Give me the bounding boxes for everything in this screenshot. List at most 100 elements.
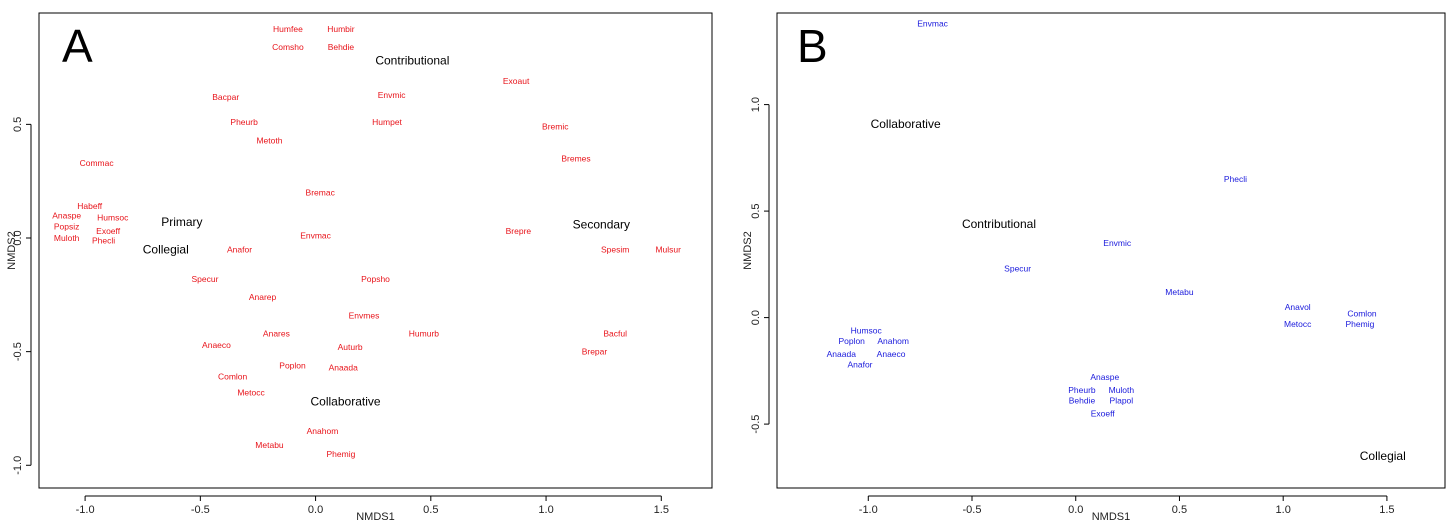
panel-b-point-muloth: Muloth	[1109, 385, 1135, 395]
panel-a-point-metabu: Metabu	[255, 440, 284, 450]
panel-a-point-exoaut: Exoaut	[503, 76, 530, 86]
panel-a-point-mulsur: Mulsur	[655, 244, 681, 254]
panel-a-point-bacpar: Bacpar	[212, 92, 239, 102]
panel-a-point-commac: Commac	[80, 158, 115, 168]
panel-a-y-axis-title: NMDS2	[6, 231, 18, 270]
panel-b-point-pheurb: Pheurb	[1068, 385, 1096, 395]
panel-a-point-phecli: Phecli	[92, 235, 115, 245]
panel-a-y-tick-label: 0.5	[12, 117, 24, 132]
panel-b-point-anafor: Anafor	[847, 359, 872, 369]
panel-a-y-tick-label: -0.5	[12, 342, 24, 361]
panel-b-y-axis: -0.5 0.0 0.5 1.0	[750, 97, 770, 434]
panel-a-group-primary: Primary	[161, 215, 202, 229]
panel-b-point-phemig: Phemig	[1346, 319, 1375, 329]
panel-a-point-humurb: Humurb	[409, 328, 440, 338]
panel-b-panel-letter: B	[797, 20, 828, 72]
panel-a-point-envmes: Envmes	[349, 310, 380, 320]
panel-b-x-axis-title: NMDS1	[1092, 511, 1131, 523]
panel-a-point-bremac: Bremac	[306, 188, 336, 198]
panel-a-point-habeff: Habeff	[77, 201, 103, 211]
panel-a-point-pheurb: Pheurb	[230, 117, 258, 127]
panel-a-x-tick-label: 0.5	[423, 504, 438, 516]
panel-b-point-poplon: Poplon	[838, 336, 865, 346]
panel-a-point-anahom: Anahom	[307, 426, 339, 436]
panel-a-group-contributional: Contributional	[375, 54, 449, 68]
panel-a-point-anaada: Anaada	[329, 363, 359, 373]
panel-b-point-phecli: Phecli	[1224, 174, 1247, 184]
panel-a-x-tick-label: -0.5	[191, 504, 210, 516]
panel-a-plot-frame	[38, 12, 713, 489]
panel-a-point-bremes: Bremes	[561, 153, 590, 163]
panel-a-x-tick-label: -1.0	[76, 504, 95, 516]
panel-a-x-axis: -1.0 -0.5 0.0 0.5 1.0 1.5	[76, 495, 669, 516]
panel-a-y-axis: -1.0 -0.5 0.0 0.5	[12, 117, 32, 475]
panel-b-point-labels: Envmac Phecli Envmic Specur Metabu Anavol Coml…	[827, 19, 1377, 419]
panel-b-plot-frame	[776, 12, 1446, 489]
panel-b-point-comlon: Comlon	[1347, 308, 1377, 318]
panel-b-y-tick-label: 1.0	[750, 97, 762, 112]
panel-a-point-bremic: Bremic	[542, 122, 569, 132]
panel-b-y-axis-title: NMDS2	[742, 231, 754, 270]
panel-b-x-axis: -1.0 -0.5 0.0 0.5 1.0 1.5	[859, 495, 1395, 516]
panel-b-point-anavol: Anavol	[1285, 302, 1311, 312]
panel-a-point-exoeff: Exoeff	[96, 226, 121, 236]
panel-a-point-behdie: Behdie	[328, 42, 355, 52]
panel-a-point-popsiz: Popsiz	[54, 222, 80, 232]
panel-a-point-muloth: Muloth	[54, 233, 80, 243]
panel-b-point-specur: Specur	[1004, 264, 1031, 274]
panel-a-point-brepre: Brepre	[506, 226, 532, 236]
panel-a-point-humfee: Humfee	[273, 24, 303, 34]
panel-a-point-humsoc: Humsoc	[97, 213, 129, 223]
panel-a-point-phemig: Phemig	[327, 449, 356, 459]
panel-a-point-bacful: Bacful	[603, 328, 627, 338]
panel-a-point-anaeco: Anaeco	[202, 340, 231, 350]
panel-b-y-tick-label: 0.0	[750, 310, 762, 325]
panel-a-point-metoth: Metoth	[256, 135, 282, 145]
panel-a-point-popsho: Popsho	[361, 274, 390, 284]
panel-b-x-tick-label: -0.5	[963, 504, 982, 516]
panel-a-point-envmac: Envmac	[300, 231, 331, 241]
panel-a-point-envmic: Envmic	[378, 90, 407, 100]
panel-b-x-tick-label: 1.0	[1276, 504, 1291, 516]
panel-b-point-metocc: Metocc	[1284, 319, 1312, 329]
panel-b-point-metabu: Metabu	[1165, 287, 1194, 297]
panel-a-y-tick-label: -1.0	[12, 456, 24, 475]
panel-b-point-anaeco: Anaeco	[877, 349, 906, 359]
panel-b-point-envmic: Envmic	[1103, 238, 1132, 248]
panel-a-point-anaspe: Anaspe	[52, 210, 81, 220]
panel-b-x-tick-label: -1.0	[859, 504, 878, 516]
panel-b-x-tick-label: 1.5	[1379, 504, 1394, 516]
panel-a-point-humbir: Humbir	[327, 24, 355, 34]
panel-a-group-collaborative: Collaborative	[311, 395, 381, 409]
panel-b-point-anahom: Anahom	[877, 336, 909, 346]
panel-a-point-metocc: Metocc	[237, 388, 265, 398]
panel-a-point-specur: Specur	[191, 274, 218, 284]
panel-a-point-spesim: Spesim	[601, 244, 629, 254]
panel-b-y-tick-label: -0.5	[750, 415, 762, 434]
panel-a-group-labels: Contributional Primary Secondary Collegial C…	[143, 54, 630, 409]
panel-a-y-tick-label: 0.0	[12, 230, 24, 245]
panel-b-point-plapol: Plapol	[1110, 396, 1134, 406]
panel-b-point-anaspe: Anaspe	[1090, 372, 1119, 382]
panel-a-point-anafor: Anafor	[227, 244, 252, 254]
panel-a-plot: -1.0 -0.5 0.0 0.5 1.0 1.5 -1.0 -0.5 0.0 0.5 NMDS1 N…	[6, 12, 713, 523]
panel-b-point-humsoc: Humsoc	[851, 325, 883, 335]
panel-a-point-brepar: Brepar	[582, 347, 608, 357]
panel-a-x-tick-label: 1.0	[538, 504, 553, 516]
panel-b-y-tick-label: 0.5	[750, 203, 762, 218]
panel-b-point-envmac: Envmac	[917, 19, 948, 29]
panel-a-point-comsho: Comsho	[272, 42, 304, 52]
panel-b-group-collaborative: Collaborative	[871, 117, 941, 131]
panel-a-point-comlon: Comlon	[218, 372, 248, 382]
panel-a-x-axis-title: NMDS1	[356, 511, 395, 523]
panel-b-group-contributional: Contributional	[962, 217, 1036, 231]
panel-b-point-behdie: Behdie	[1069, 396, 1096, 406]
panel-b-group-labels: Collaborative Contributional Collegial	[871, 117, 1406, 463]
panel-a-x-tick-label: 1.5	[654, 504, 669, 516]
panel-a-x-tick-label: 0.0	[308, 504, 323, 516]
panel-b-group-collegial: Collegial	[1360, 449, 1406, 463]
panel-a-point-anarep: Anarep	[249, 292, 277, 302]
panel-a-group-secondary: Secondary	[573, 217, 630, 231]
panel-b-x-tick-label: 0.5	[1172, 504, 1187, 516]
